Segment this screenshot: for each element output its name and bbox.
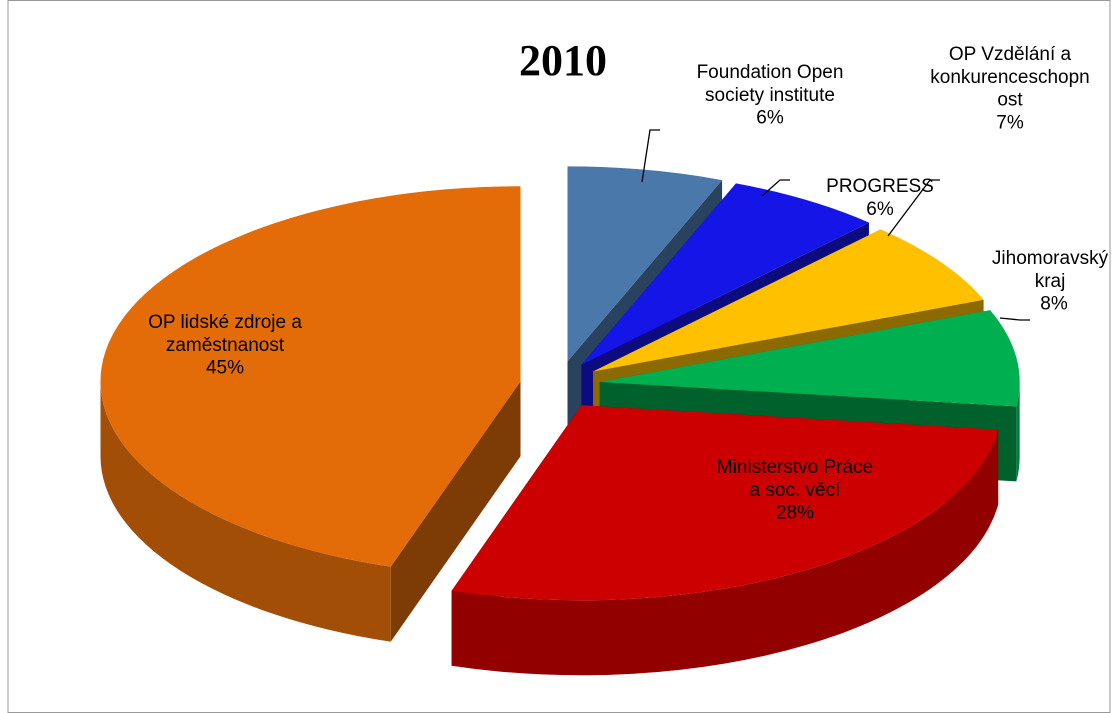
slice xyxy=(100,186,521,567)
slice-wall xyxy=(451,429,999,676)
slice-value-label: 7% xyxy=(996,112,1024,133)
leader-line xyxy=(641,129,660,183)
slice xyxy=(451,405,999,601)
slice-label: Foundation Open society institute xyxy=(697,62,844,106)
slice xyxy=(593,229,984,372)
slice xyxy=(581,183,869,365)
slice-wall xyxy=(1016,381,1020,482)
slice-value-label: 6% xyxy=(756,108,784,129)
slice xyxy=(599,310,1020,407)
slice-side xyxy=(390,381,521,642)
chart-title: 2010 xyxy=(519,36,607,85)
leader-line xyxy=(887,179,940,237)
slice-label: OP Vzdělání a konkurenceschopn ost xyxy=(930,44,1090,111)
slice-label: Jihomoravský kraj xyxy=(992,248,1109,292)
slice-value-label: 28% xyxy=(776,503,814,524)
slice-label: Ministerstvo Práce a soc. věcí xyxy=(717,457,873,501)
slice xyxy=(567,166,723,362)
slice-label: PROGRESS xyxy=(826,176,934,197)
slice-label: OP lidské zdroje a zaměstnanost xyxy=(148,312,302,356)
slice-value-label: 6% xyxy=(866,199,894,220)
slice-wall xyxy=(100,381,391,642)
leader-line xyxy=(761,179,790,197)
slice-value-label: 8% xyxy=(1040,294,1068,315)
leader-line xyxy=(999,317,1030,321)
slice-value-label: 45% xyxy=(206,358,244,379)
